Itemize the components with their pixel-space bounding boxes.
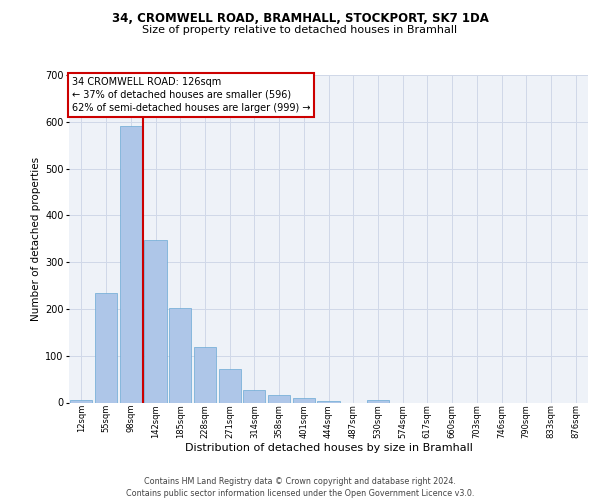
Bar xyxy=(70,400,92,402)
Bar xyxy=(145,240,167,402)
Text: Contains HM Land Registry data © Crown copyright and database right 2024.
Contai: Contains HM Land Registry data © Crown c… xyxy=(126,476,474,498)
Bar xyxy=(268,394,290,402)
X-axis label: Distribution of detached houses by size in Bramhall: Distribution of detached houses by size … xyxy=(185,444,472,454)
Bar xyxy=(317,400,340,402)
Text: 34 CROMWELL ROAD: 126sqm
← 37% of detached houses are smaller (596)
62% of semi-: 34 CROMWELL ROAD: 126sqm ← 37% of detach… xyxy=(71,76,310,113)
Text: Size of property relative to detached houses in Bramhall: Size of property relative to detached ho… xyxy=(142,25,458,35)
Bar xyxy=(243,390,265,402)
Bar xyxy=(194,348,216,403)
Bar xyxy=(218,369,241,402)
Text: 34, CROMWELL ROAD, BRAMHALL, STOCKPORT, SK7 1DA: 34, CROMWELL ROAD, BRAMHALL, STOCKPORT, … xyxy=(112,12,488,26)
Y-axis label: Number of detached properties: Number of detached properties xyxy=(31,156,41,321)
Bar xyxy=(119,126,142,402)
Bar xyxy=(169,308,191,402)
Bar xyxy=(367,400,389,402)
Bar xyxy=(95,292,117,403)
Bar xyxy=(293,398,315,402)
